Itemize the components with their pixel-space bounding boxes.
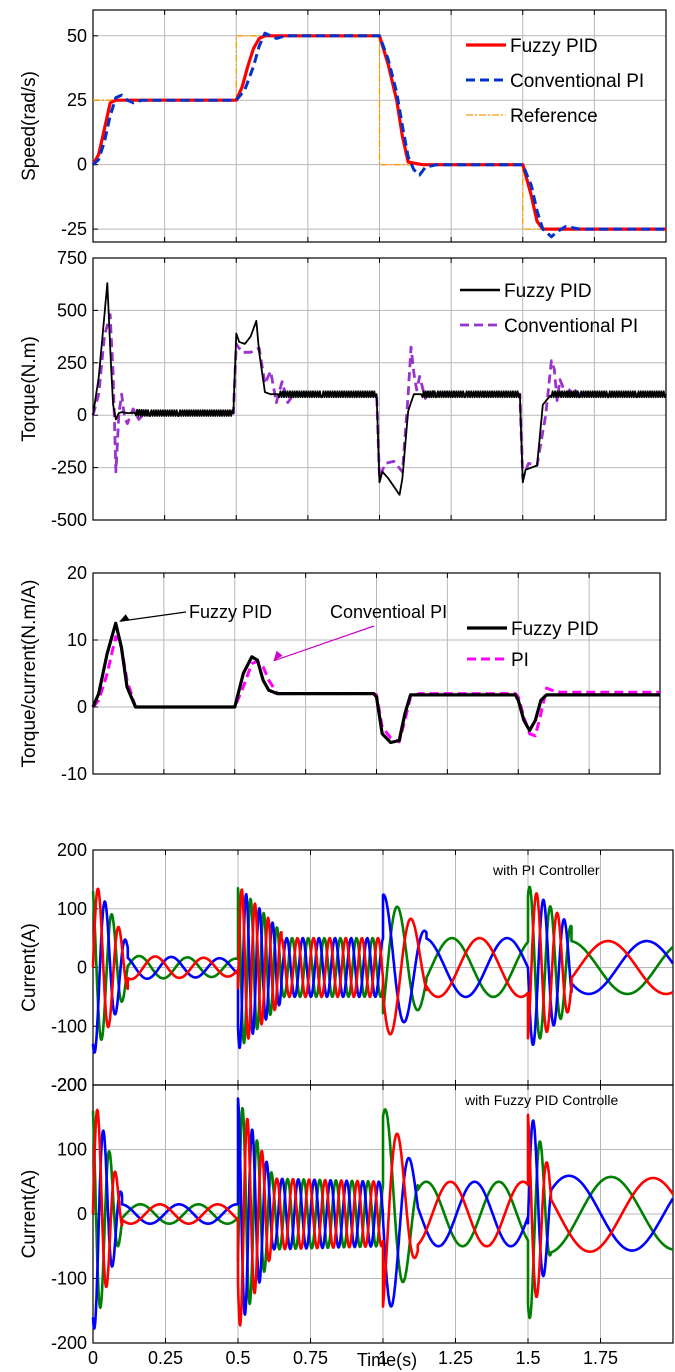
series-line-conventional-pi — [91, 31, 666, 239]
y-tick-label: 0 — [77, 958, 87, 978]
x-tick-label: 0 — [88, 1348, 98, 1368]
y-tick-label: 250 — [57, 353, 87, 373]
series-line-reference — [93, 35, 666, 230]
y-tick-label: -500 — [51, 510, 87, 530]
axes-box — [92, 257, 667, 521]
y-axis-label: Current(A) — [19, 923, 40, 1012]
x-tick-label: 1.75 — [583, 1348, 618, 1368]
axes-box — [92, 572, 661, 775]
y-axis-label: Current(A) — [19, 1170, 40, 1259]
x-tick-label: 1 — [378, 1348, 388, 1368]
legend-entry: Reference — [510, 106, 598, 127]
annotation-fuzzy-pid: Fuzzy PID — [189, 602, 272, 622]
y-tick-label: 20 — [67, 563, 87, 583]
series-line-fuzzy-pid — [91, 621, 660, 745]
legend-entry: PI — [511, 650, 529, 671]
annotation-arrowhead — [273, 650, 283, 661]
y-tick-label: 750 — [57, 248, 87, 268]
y-tick-label: 50 — [67, 26, 87, 46]
y-tick-label: 10 — [67, 630, 87, 650]
series-line-phase-b — [91, 1097, 675, 1330]
x-tick-label: 0.75 — [293, 1348, 328, 1368]
y-tick-label: -100 — [51, 1016, 87, 1036]
y-tick-label: 0 — [77, 405, 87, 425]
series-line-fuzzy-pid — [92, 282, 667, 496]
y-tick-label: -100 — [51, 1269, 87, 1289]
y-tick-label: -200 — [51, 1075, 87, 1095]
series-line-phase-a — [91, 1108, 675, 1327]
y-axis-label: Speed(rad/s) — [19, 71, 40, 181]
axes-box — [92, 9, 667, 243]
x-axis: 0 0.25 0.5 0.75 1 1.25 1.5 1.75 Time(s) — [88, 1348, 618, 1370]
x-tick-label: 1.5 — [515, 1348, 540, 1368]
y-axis-label: Torque(N.m) — [19, 336, 40, 442]
annotation-conventional-pi: Conventioal PI — [330, 602, 447, 622]
y-tick-label: -250 — [51, 458, 87, 478]
y-tick-label: 100 — [57, 899, 87, 919]
panel-annotation: with PI Controller — [492, 862, 600, 878]
x-tick-label: 1.25 — [438, 1348, 473, 1368]
y-tick-label: -200 — [51, 1333, 87, 1353]
legend-entry: Fuzzy PID — [504, 281, 592, 302]
series-line-phase-b — [91, 892, 675, 1054]
y-tick-label: 0 — [77, 697, 87, 717]
y-tick-label: 200 — [57, 840, 87, 860]
y-tick-label: -200 — [51, 1075, 87, 1095]
y-tick-label: 25 — [67, 90, 87, 110]
panel-3: -10 0 10 20 Torque/current(N.m/A) Fuzzy PID PI… — [19, 563, 661, 784]
panel-1: -25 0 25 50 Speed(rad/s) Fuzzy PID Conventiona… — [19, 9, 667, 243]
legend-entry: Conventional PI — [510, 71, 644, 92]
y-tick-label: 100 — [57, 1140, 87, 1160]
legend-entry: Conventional PI — [504, 316, 638, 337]
y-axis-label: Torque/current(N.m/A) — [19, 580, 40, 768]
panel-annotation: with Fuzzy PID Controlle — [464, 1092, 618, 1108]
legend-entry: Fuzzy PID — [510, 36, 598, 57]
y-tick-label: 0 — [77, 1204, 87, 1224]
series-line-phase-a — [91, 887, 674, 1040]
x-tick-label: 0.5 — [225, 1348, 250, 1368]
annotation-arrow — [273, 625, 375, 662]
legend-entry: Fuzzy PID — [511, 619, 599, 640]
y-tick-label: 500 — [57, 300, 87, 320]
y-tick-label: -25 — [61, 219, 87, 239]
panel-2: -500 -250 0 250 500 750 Torque(N.m) Fuzzy PID Co… — [19, 248, 667, 530]
y-tick-label: 0 — [77, 155, 87, 175]
panel-4: -200 -100 0 100 200 Current(A) with PI Control… — [19, 840, 675, 1095]
annotation-arrow — [119, 611, 187, 622]
x-axis-label: Time(s) — [357, 1350, 417, 1370]
annotation-arrowhead — [119, 614, 130, 622]
y-tick-label: -10 — [61, 764, 87, 784]
panel-5: -200 -100 0 100 -200 Current(A) with Fuzzy PID… — [19, 1075, 675, 1353]
x-tick-label: 0.25 — [148, 1348, 183, 1368]
